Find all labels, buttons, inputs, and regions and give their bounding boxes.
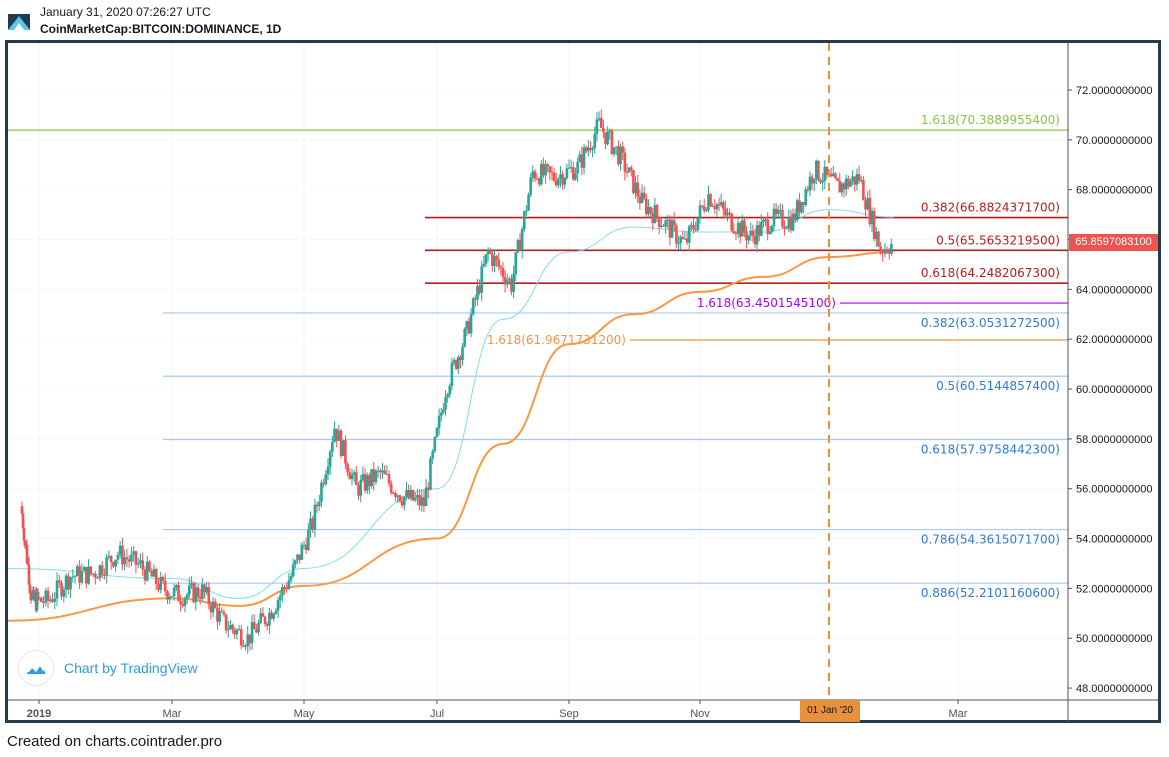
y-tick-label: 60.0000000000 (1076, 384, 1152, 396)
last-price-tag: 65.8597083100 (1069, 234, 1158, 251)
y-tick-label: 56.0000000000 (1076, 484, 1152, 496)
fib-level-label: 0.786(54.3615071700) (921, 533, 1060, 547)
fib-levels: 1.618(70.3889955400) 0.382(66.8824371700)… (8, 113, 1068, 600)
fib-level-label: 0.5(60.5144857400) (936, 379, 1060, 393)
x-tick-label: Jul (430, 708, 444, 720)
symbol-title: CoinMarketCap:BITCOIN:DOMINANCE, 1D (40, 22, 282, 36)
fib-level-label: 0.886(52.2101160600) (921, 586, 1060, 600)
y-tick-label: 72.0000000000 (1076, 85, 1152, 97)
y-tick-label: 54.0000000000 (1076, 534, 1152, 546)
fib-level-label: 0.618(57.9758442300) (921, 442, 1060, 456)
fib-level-label: 0.5(65.5653219500) (936, 233, 1060, 247)
y-tick-label: 58.0000000000 (1076, 434, 1152, 446)
tradingview-badge[interactable]: Chart by TradingView (18, 650, 198, 686)
tradingview-label: Chart by TradingView (64, 660, 198, 676)
crosshair-date-tag: 01 Jan '20 (800, 700, 860, 722)
x-tick-label: Mar (949, 708, 968, 720)
x-tick-label: Sep (559, 708, 579, 720)
y-tick-label: 62.0000000000 (1076, 334, 1152, 346)
fib-level-label: 0.382(66.8824371700) (921, 201, 1060, 215)
y-tick-label: 70.0000000000 (1076, 135, 1152, 147)
footer-credit: Created on charts.cointrader.pro (7, 733, 223, 750)
x-tick-label: May (294, 708, 315, 720)
fib-level-label: 0.618(64.2482067300) (921, 266, 1060, 280)
y-tick-label: 48.0000000000 (1076, 683, 1152, 695)
cointrader-logo-icon (8, 10, 30, 32)
snapshot-timestamp: January 31, 2020 07:26:27 UTC (40, 5, 211, 19)
y-tick-label: 64.0000000000 (1076, 284, 1152, 296)
fib-level-label: 1.618(63.4501545100) (697, 296, 836, 310)
fib-level-label: 1.618(61.9671731200) (487, 333, 626, 347)
fib-level-label: 1.618(70.3889955400) (921, 113, 1060, 127)
chart-header: January 31, 2020 07:26:27 UTC CoinMarket… (0, 0, 1169, 40)
y-tick-label: 50.0000000000 (1076, 633, 1152, 645)
fib-level-label: 0.382(63.0531272500) (921, 316, 1060, 330)
y-tick-label: 68.0000000000 (1076, 185, 1152, 197)
x-tick-label: Nov (690, 708, 710, 720)
tradingview-logo-icon (18, 650, 54, 686)
x-tick-label: 2019 (27, 708, 51, 720)
y-tick-label: 52.0000000000 (1076, 583, 1152, 595)
x-tick-label: Mar (163, 708, 182, 720)
chart-frame (5, 40, 1161, 723)
candlesticks (20, 109, 893, 654)
moving-average-line (7, 209, 894, 599)
